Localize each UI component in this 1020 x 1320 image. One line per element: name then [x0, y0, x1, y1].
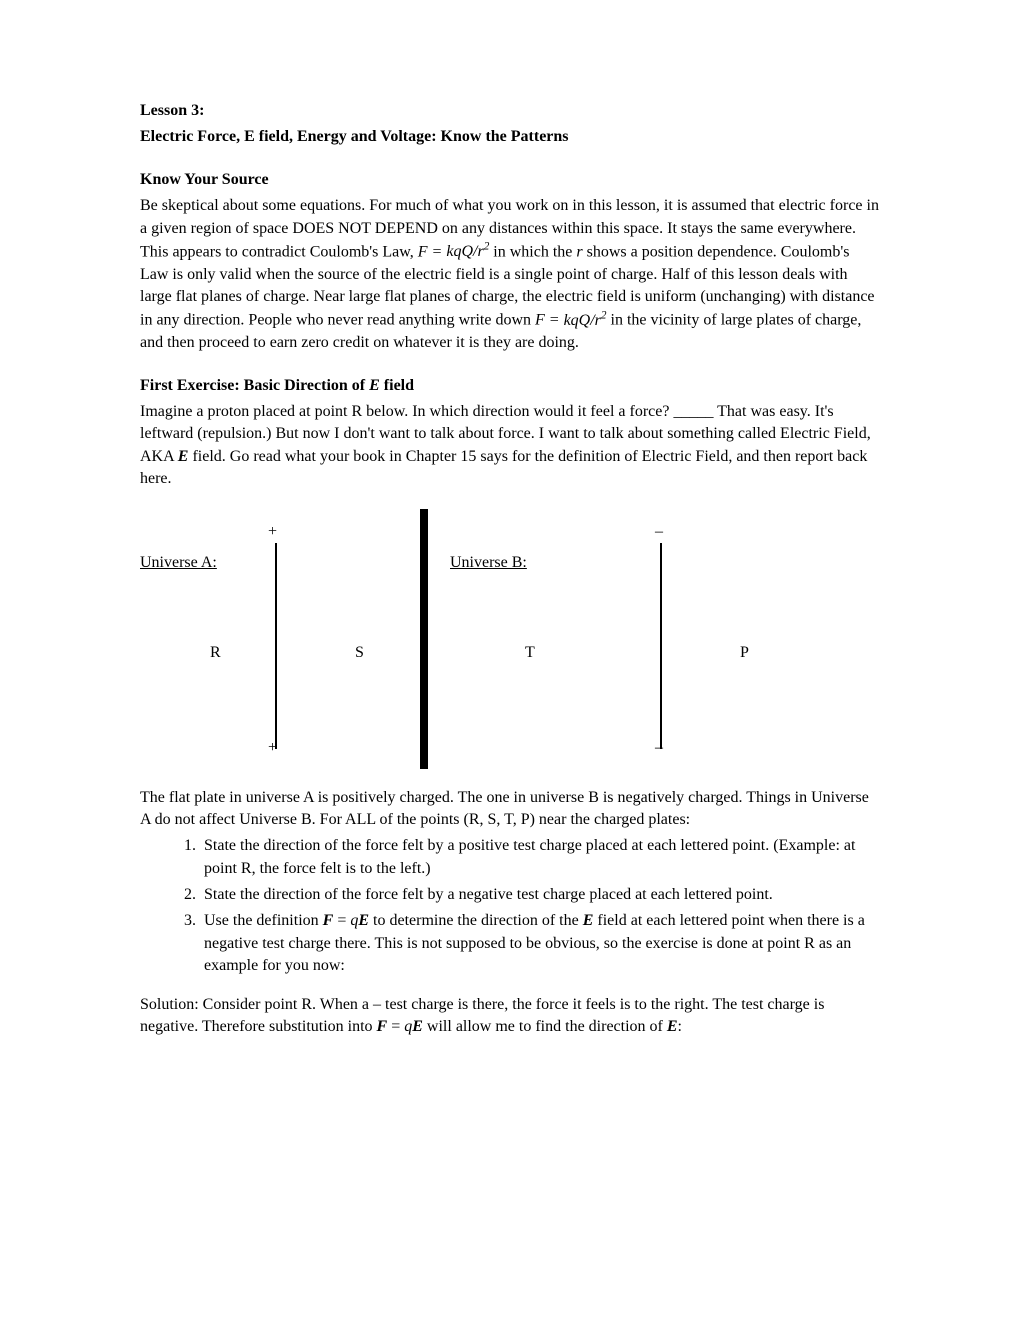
solution-body: Solution: Consider point R. When a – tes…: [140, 994, 880, 1039]
var-E: E: [412, 1018, 423, 1035]
text: field: [380, 377, 414, 394]
text: =: [333, 912, 350, 929]
text: will allow me to find the direction of: [423, 1018, 667, 1035]
text: Use the definition: [204, 912, 323, 929]
plate-b: [660, 543, 662, 749]
diagram-universes: Universe A: Universe B: R S T P + + – –: [140, 509, 880, 769]
formula-lhs: F =: [418, 243, 447, 260]
minus-top-b: –: [655, 523, 663, 541]
var-E: E: [178, 448, 189, 465]
section-first-exercise-body: Imagine a proton placed at point R below…: [140, 401, 880, 491]
label-universe-b: Universe B:: [450, 554, 527, 572]
point-r: R: [210, 644, 221, 662]
label-universe-a: Universe A:: [140, 554, 217, 572]
formula-lhs2: F =: [535, 312, 564, 329]
text: field. Go read what your book in Chapter…: [140, 448, 867, 487]
point-p: P: [740, 644, 749, 662]
var-E: E: [667, 1018, 678, 1035]
var-E: E: [369, 377, 380, 394]
lesson-title: Electric Force, E field, Energy and Volt…: [140, 126, 880, 148]
section-know-your-source-title: Know Your Source: [140, 169, 880, 191]
minus-bot-b: –: [655, 739, 663, 757]
section-know-your-source-body: Be skeptical about some equations. For m…: [140, 195, 880, 354]
var-F: F: [323, 912, 334, 929]
var-F: F: [377, 1018, 388, 1035]
page-content: Lesson 3: Electric Force, E field, Energ…: [0, 0, 1020, 1102]
lesson-number: Lesson 3:: [140, 100, 880, 122]
plus-top-a: +: [268, 523, 277, 541]
formula-rhs: kqQ/r2: [446, 243, 489, 260]
list-item: Use the definition F = qE to determine t…: [200, 910, 880, 977]
var-E: E: [358, 912, 369, 929]
section-first-exercise-title: First Exercise: Basic Direction of E fie…: [140, 375, 880, 397]
formula-rhs2: kqQ/r2: [564, 312, 607, 329]
point-s: S: [355, 644, 364, 662]
list-item: State the direction of the force felt by…: [200, 835, 880, 880]
text: =: [387, 1018, 404, 1035]
text: in which the: [489, 243, 576, 260]
text: to determine the direction of the: [369, 912, 583, 929]
plus-bot-a: +: [268, 739, 277, 757]
section3-body: The flat plate in universe A is positive…: [140, 787, 880, 832]
divider: [420, 509, 428, 769]
text: First Exercise: Basic Direction of: [140, 377, 369, 394]
plate-a: [275, 543, 277, 749]
text: :: [678, 1018, 682, 1035]
var-E: E: [583, 912, 594, 929]
point-t: T: [525, 644, 535, 662]
list-item: State the direction of the force felt by…: [200, 884, 880, 906]
question-list: State the direction of the force felt by…: [140, 835, 880, 977]
